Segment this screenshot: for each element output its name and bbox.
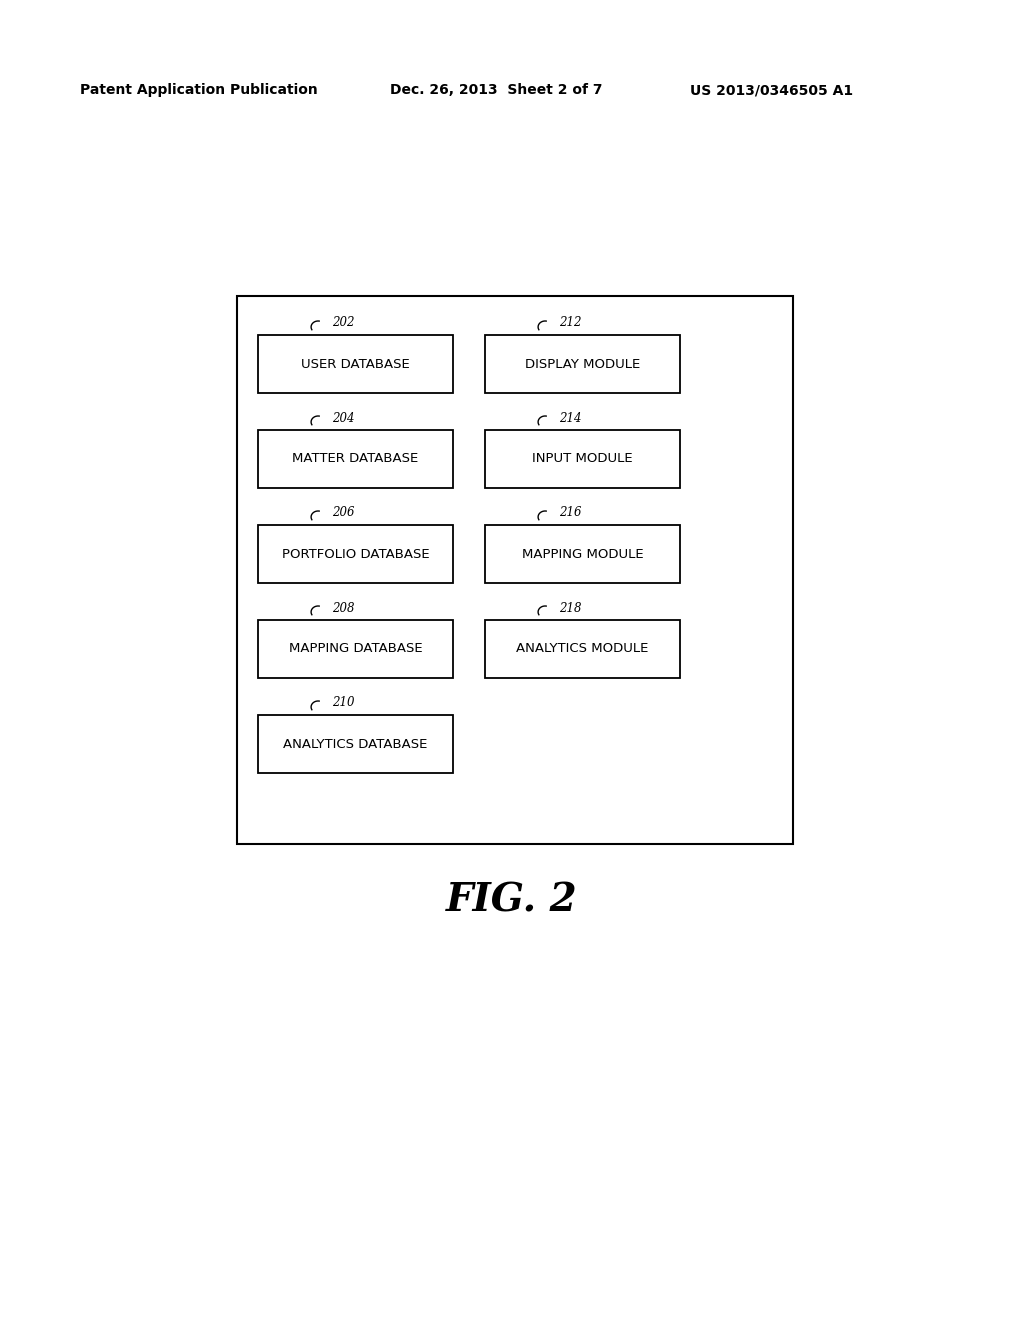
Text: 212: 212 <box>559 317 582 330</box>
Text: INPUT MODULE: INPUT MODULE <box>532 453 633 466</box>
Text: DISPLAY MODULE: DISPLAY MODULE <box>525 358 640 371</box>
Text: 208: 208 <box>332 602 354 615</box>
Bar <box>237 296 793 843</box>
Text: 216: 216 <box>559 507 582 520</box>
Text: 206: 206 <box>332 507 354 520</box>
Bar <box>485 525 680 583</box>
Text: MAPPING MODULE: MAPPING MODULE <box>521 548 643 561</box>
Text: ANALYTICS DATABASE: ANALYTICS DATABASE <box>284 738 428 751</box>
Text: PORTFOLIO DATABASE: PORTFOLIO DATABASE <box>282 548 429 561</box>
Text: Patent Application Publication: Patent Application Publication <box>80 83 317 96</box>
Text: US 2013/0346505 A1: US 2013/0346505 A1 <box>690 83 853 96</box>
Text: USER DATABASE: USER DATABASE <box>301 358 410 371</box>
Text: 204: 204 <box>332 412 354 425</box>
Bar <box>258 620 453 678</box>
Text: 214: 214 <box>559 412 582 425</box>
Text: 202: 202 <box>332 317 354 330</box>
Text: FIG. 2: FIG. 2 <box>446 880 578 919</box>
Bar <box>258 335 453 393</box>
Bar <box>258 715 453 774</box>
Text: Dec. 26, 2013  Sheet 2 of 7: Dec. 26, 2013 Sheet 2 of 7 <box>390 83 602 96</box>
Text: MAPPING DATABASE: MAPPING DATABASE <box>289 643 422 656</box>
Text: ANALYTICS MODULE: ANALYTICS MODULE <box>516 643 648 656</box>
Bar <box>485 430 680 488</box>
Text: 210: 210 <box>332 697 354 710</box>
Text: MATTER DATABASE: MATTER DATABASE <box>293 453 419 466</box>
Bar <box>258 430 453 488</box>
Bar <box>485 335 680 393</box>
Bar <box>485 620 680 678</box>
Text: 218: 218 <box>559 602 582 615</box>
Bar <box>258 525 453 583</box>
